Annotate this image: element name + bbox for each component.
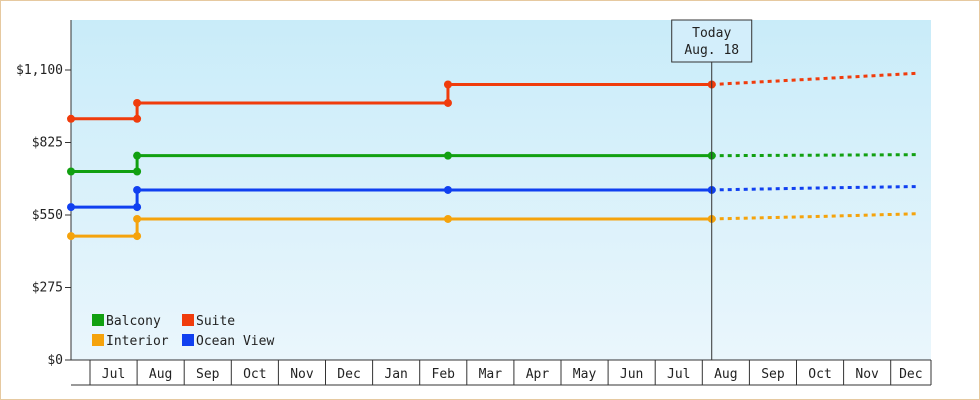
series-line bbox=[71, 83, 712, 121]
x-tick-label: Oct bbox=[808, 367, 831, 382]
legend-label: Balcony bbox=[106, 314, 161, 329]
data-point bbox=[443, 214, 452, 223]
legend-swatch bbox=[182, 314, 194, 326]
x-tick-label: Feb bbox=[432, 367, 456, 382]
legend-swatch bbox=[92, 334, 104, 346]
forecast-line bbox=[711, 212, 920, 221]
x-tick-label: Nov bbox=[290, 367, 314, 382]
x-tick-label: Apr bbox=[526, 367, 550, 382]
x-tick-label: Aug bbox=[149, 367, 172, 382]
x-tick-label: Dec bbox=[337, 367, 360, 382]
legend-swatch bbox=[182, 334, 194, 346]
y-tick-label: $0 bbox=[47, 353, 63, 368]
y-tick-label: $550 bbox=[32, 208, 63, 223]
today-date-label: Aug. 18 bbox=[684, 43, 739, 58]
data-point bbox=[443, 151, 452, 160]
y-tick-label: $825 bbox=[32, 136, 63, 151]
legend-label: Interior bbox=[106, 334, 169, 349]
x-tick-label: Jan bbox=[384, 367, 407, 382]
data-point bbox=[133, 167, 142, 176]
data-point bbox=[443, 185, 452, 194]
today-label: Today bbox=[692, 26, 731, 41]
legend-label: Ocean View bbox=[196, 334, 274, 349]
forecast-line bbox=[711, 153, 919, 158]
today-label-box bbox=[671, 19, 753, 63]
data-point bbox=[133, 214, 142, 223]
forecast-line bbox=[711, 185, 919, 192]
x-tick-label: Aug bbox=[714, 367, 737, 382]
data-point bbox=[133, 203, 142, 212]
data-point bbox=[133, 114, 142, 123]
x-tick-label: Sep bbox=[761, 367, 785, 382]
data-point bbox=[67, 232, 75, 241]
data-point bbox=[133, 185, 142, 194]
legend-swatch bbox=[92, 314, 104, 326]
x-tick-label: Jul bbox=[102, 367, 125, 382]
legend-label: Suite bbox=[196, 314, 235, 329]
data-point bbox=[67, 203, 75, 212]
data-point bbox=[443, 98, 452, 107]
data-point bbox=[443, 80, 452, 89]
forecast-line bbox=[711, 71, 920, 86]
data-point bbox=[67, 114, 75, 123]
data-point bbox=[133, 98, 142, 107]
x-tick-label: Jul bbox=[667, 367, 690, 382]
x-tick-label: Dec bbox=[899, 367, 922, 382]
x-tick-label: Nov bbox=[855, 367, 879, 382]
data-point bbox=[67, 167, 75, 176]
x-tick-label: Sep bbox=[196, 367, 220, 382]
x-tick-label: May bbox=[573, 367, 597, 382]
data-point bbox=[133, 151, 142, 160]
x-tick-label: Mar bbox=[479, 367, 503, 382]
y-tick-label: $1,100 bbox=[16, 63, 63, 78]
data-point bbox=[133, 232, 142, 241]
y-tick-label: $275 bbox=[32, 281, 63, 296]
x-tick-label: Oct bbox=[243, 367, 266, 382]
x-tick-label: Jun bbox=[620, 367, 643, 382]
